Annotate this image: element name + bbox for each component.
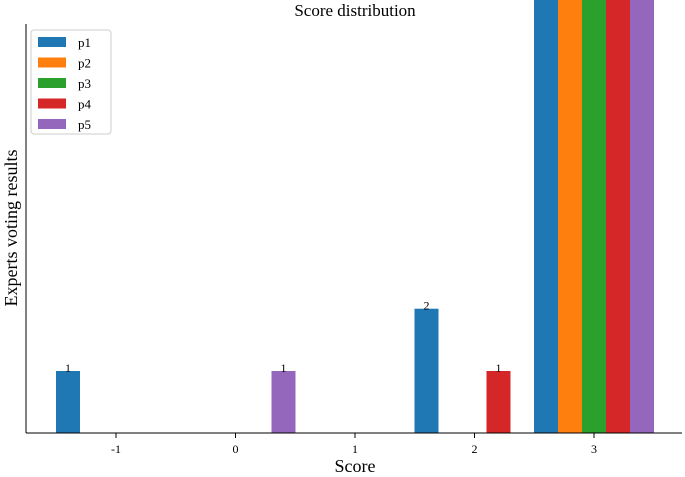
legend-label-p4: p4: [78, 97, 92, 112]
y-axis-label: Experts voting results: [1, 150, 21, 307]
bar-p1-3: [534, 0, 558, 433]
bar-p5-3: [630, 0, 654, 433]
legend-swatch-p1: [38, 37, 66, 47]
legend-label-p3: p3: [78, 76, 91, 91]
bar-p4-3: [606, 0, 630, 433]
bars-layer: [56, 0, 654, 433]
x-axis-label: Score: [335, 456, 376, 476]
bar-p4-2: [486, 371, 511, 433]
legend-swatch-p5: [38, 119, 66, 129]
bar-p1-2: [414, 308, 439, 433]
x-tick-label: -1: [111, 442, 121, 456]
x-tick-label: 3: [591, 442, 597, 456]
x-ticks: -1 0 1 2 3: [111, 433, 597, 456]
x-tick-label: 1: [352, 442, 358, 456]
legend-swatch-p3: [38, 78, 66, 88]
bar-value-label: 1: [65, 361, 71, 375]
bar-value-label: 2: [424, 299, 430, 313]
x-tick-label: 0: [233, 442, 239, 456]
bar-p3-3: [582, 0, 606, 433]
bar-p1--1: [56, 371, 80, 433]
legend-label-p1: p1: [78, 35, 91, 50]
bar-value-label: 1: [496, 361, 502, 375]
bar-value-label: 1: [281, 361, 287, 375]
bar-labels-layer: 1297100100199199: [65, 299, 502, 375]
legend-swatch-p4: [38, 98, 66, 109]
chart-title: Score distribution: [294, 1, 416, 20]
legend-swatch-p2: [38, 57, 66, 68]
legend-label-p5: p5: [78, 117, 91, 132]
legend: p1 p2 p3 p4 p5: [30, 29, 112, 135]
x-tick-label: 2: [472, 442, 478, 456]
bar-p5-0: [271, 371, 296, 433]
legend-label-p2: p2: [78, 56, 91, 71]
bar-p2-3: [558, 0, 582, 433]
